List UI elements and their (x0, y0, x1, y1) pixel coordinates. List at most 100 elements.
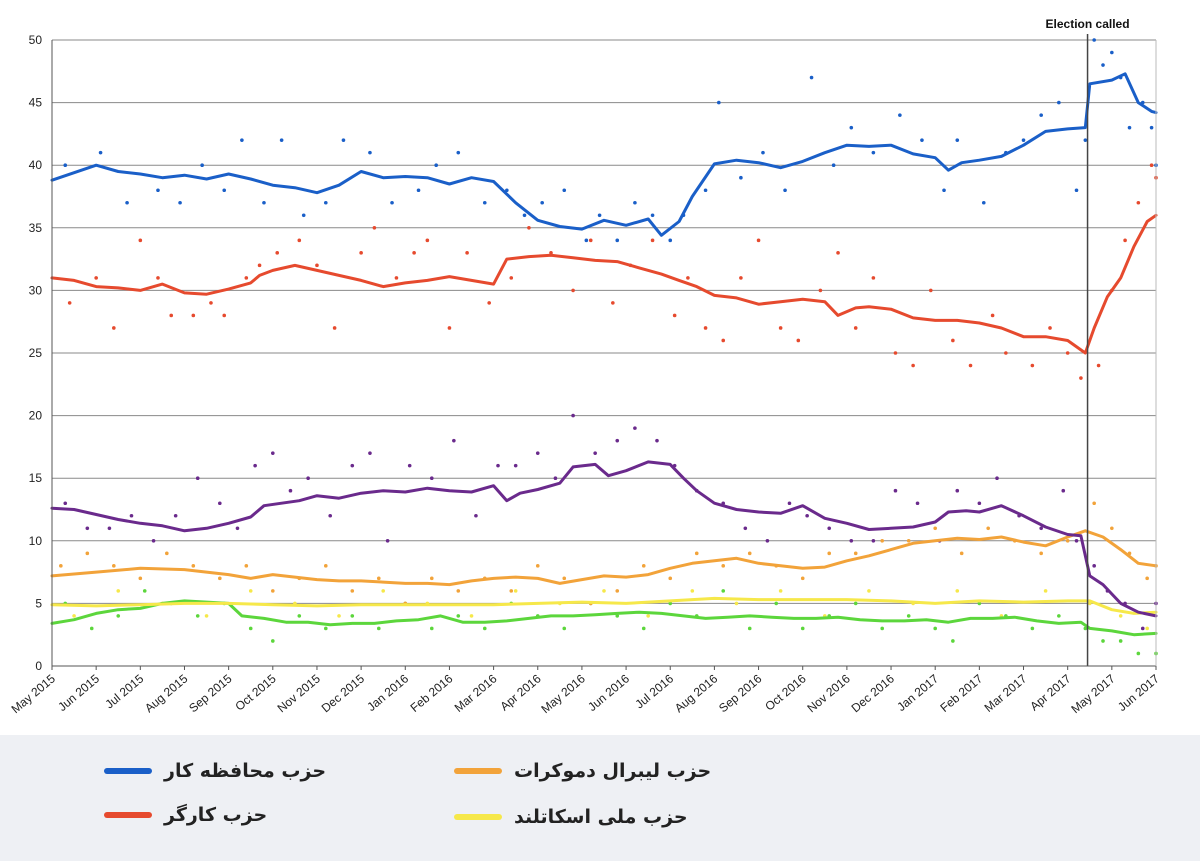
poll-dot-series-1 (209, 301, 213, 305)
poll-dot-series-4 (63, 501, 68, 506)
poll-dot-series-4 (107, 526, 112, 531)
poll-dot-series-0 (178, 200, 182, 205)
poll-dot-series-0 (981, 200, 986, 205)
poll-dot-series-5 (350, 614, 355, 618)
poll-dot-series-0 (809, 75, 814, 80)
poll-dot-series-2 (933, 526, 937, 531)
trend-line-series-5 (50, 599, 1158, 637)
poll-dot-series-4 (328, 513, 333, 518)
poll-dot-series-0 (456, 150, 461, 155)
poll-dot-series-4 (955, 488, 960, 493)
poll-dot-series-1 (928, 288, 933, 293)
poll-dot-series-4 (633, 426, 637, 430)
poll-dot-series-2 (1039, 551, 1043, 556)
poll-dot-series-2 (165, 551, 169, 556)
poll-dot-series-1 (951, 338, 955, 343)
poll-dot-series-0 (368, 150, 372, 155)
poll-dot-series-1 (315, 263, 319, 268)
poll-dot-series-4 (535, 451, 540, 455)
poll-dot-series-2 (535, 564, 540, 568)
poll-dot-series-5 (951, 639, 955, 643)
poll-dot-series-1 (138, 238, 143, 243)
poll-dot-series-5 (1136, 651, 1141, 656)
poll-dot-series-4 (385, 539, 390, 543)
poll-dot-series-2 (906, 539, 911, 543)
legend-label-libdem: حزب لیبرال دموکرات (514, 760, 712, 782)
poll-dot-series-4 (827, 526, 832, 531)
poll-dot-series-0 (1092, 38, 1096, 42)
poll-dot-series-1 (112, 326, 116, 330)
poll-dot-series-4 (849, 539, 854, 543)
y-tick-label: 0 (35, 659, 42, 673)
poll-dot-series-1 (94, 276, 98, 280)
poll-dot-series-2 (668, 576, 673, 581)
poll-dot-series-1 (359, 251, 363, 255)
poll-dot-series-0 (955, 138, 960, 142)
poll-dot-series-0 (279, 138, 284, 142)
poll-dot-series-4 (288, 488, 293, 493)
poll-dot-series-3 (337, 614, 341, 618)
poll-dot-series-0 (200, 163, 204, 167)
poll-dot-series-1 (297, 238, 302, 243)
poll-dot-series-1 (1096, 363, 1101, 368)
poll-dot-series-4 (452, 438, 456, 443)
poll-dot-series-1 (372, 226, 377, 230)
poll-dot-series-1 (968, 363, 973, 368)
poll-dot-series-0 (482, 200, 487, 205)
poll-dot-series-2 (456, 589, 461, 593)
poll-dot-series-2 (271, 589, 275, 593)
poll-dot-series-0 (920, 138, 924, 142)
x-tick-label: Jan 2017 (894, 671, 941, 714)
poll-dot-series-1 (1123, 238, 1127, 243)
poll-dot-series-1 (1079, 376, 1083, 380)
poll-dot-series-0 (898, 113, 902, 117)
poll-dot-series-0 (323, 200, 328, 205)
poll-dot-series-5 (615, 614, 620, 618)
poll-dot-series-0 (125, 200, 129, 205)
poll-dot-series-4 (496, 463, 500, 468)
poll-dot-series-0 (650, 213, 655, 218)
poll-dot-series-3 (1043, 589, 1048, 593)
legend-swatch-snp (454, 814, 502, 820)
poll-dots (59, 38, 1158, 656)
poll-dot-series-0 (739, 175, 743, 180)
poll-dot-series-0 (1101, 63, 1105, 67)
poll-dot-series-0 (1127, 125, 1132, 130)
x-tick-label: Nov 2015 (275, 671, 324, 715)
poll-dot-series-4 (271, 451, 275, 455)
x-tick-label: Aug 2015 (142, 671, 191, 715)
poll-dot-series-4 (173, 513, 178, 518)
poll-dot-series-5 (456, 614, 461, 618)
poll-dot-series-1 (672, 313, 677, 318)
poll-dot-series-0 (262, 200, 266, 205)
y-tick-label: 15 (29, 471, 43, 485)
legend-label-conservative: حزب محافظه کار (164, 760, 327, 782)
y-tick-label: 35 (29, 221, 43, 235)
poll-dot-series-2 (1065, 539, 1070, 543)
poll-dot-series-5 (747, 626, 752, 631)
legend-swatch-conservative (104, 768, 152, 774)
poll-dot-series-1 (191, 313, 196, 318)
x-tick-label: Sep 2015 (186, 671, 235, 715)
poll-dot-series-1 (1004, 351, 1008, 355)
poll-dot-series-1 (853, 326, 858, 330)
legend-item-libdem: حزب لیبرال دموکرات (454, 756, 711, 786)
x-tick-label: Jun 2015 (55, 671, 102, 714)
poll-dot-series-0 (1149, 125, 1154, 130)
x-tick-label: Mar 2016 (452, 671, 500, 715)
poll-dot-series-3 (469, 614, 474, 618)
poll-dot-series-0 (717, 100, 721, 105)
poll-dot-series-1 (721, 338, 726, 343)
poll-dot-series-1 (509, 276, 514, 280)
poll-dot-series-5 (880, 626, 885, 631)
poll-dot-series-0 (156, 188, 160, 193)
poll-dot-series-3 (513, 589, 518, 593)
poll-dot-series-2 (959, 551, 964, 556)
poll-dot-series-4 (407, 463, 412, 468)
poll-dot-series-4 (151, 539, 156, 543)
poll-dot-series-2 (85, 551, 90, 556)
poll-dot-series-1 (1149, 163, 1154, 167)
poll-dot-series-4 (1061, 488, 1066, 493)
trend-line-series-3 (50, 596, 1158, 615)
